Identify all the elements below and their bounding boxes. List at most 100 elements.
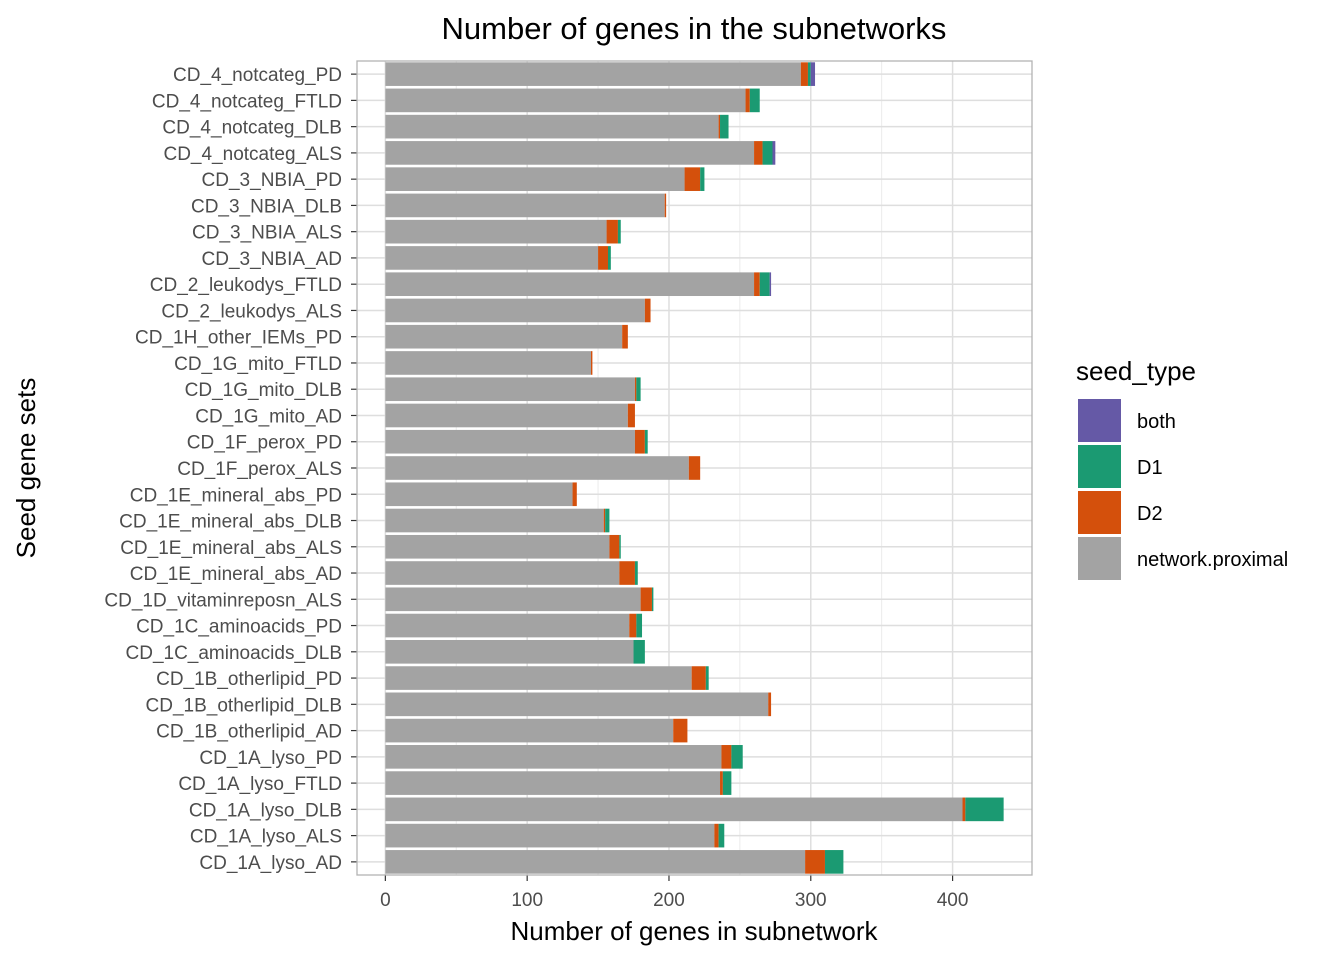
y-tick-label: CD_1A_lyso_PD (199, 748, 342, 769)
bar-segment-network-proximal (385, 351, 591, 375)
y-tick-label: CD_1G_mito_DLB (185, 380, 342, 401)
bar-segment-D1 (718, 823, 725, 848)
bar-segment-network-proximal (385, 141, 755, 165)
bar-segment-D2 (688, 456, 701, 480)
bar-segment-D1 (731, 745, 743, 769)
bar-segment-network-proximal (385, 613, 630, 638)
bar-segment-network-proximal (385, 298, 645, 323)
bar-segment-network-proximal (385, 272, 755, 297)
bar-segment-network-proximal (385, 797, 963, 822)
bar-segment-D2 (673, 718, 688, 743)
x-tick-label: 200 (653, 890, 685, 911)
bar-segment-D2 (754, 272, 760, 297)
plot-panel (351, 60, 1033, 881)
bar-segment-D1 (617, 219, 621, 244)
bar-segment-D1 (633, 639, 645, 664)
bar-segment-network-proximal (385, 219, 607, 244)
bar-segment-both (772, 141, 776, 165)
bar-segment-network-proximal (385, 850, 806, 874)
bar-segment-D1 (607, 246, 611, 270)
bar-segment-D1 (705, 666, 709, 690)
y-tick-label: CD_3_NBIA_AD (202, 249, 342, 270)
bar-segment-D1 (636, 613, 643, 638)
y-tick-label: CD_3_NBIA_PD (202, 170, 342, 191)
y-tick-label: CD_1F_perox_PD (187, 433, 342, 454)
bar-segment-D2 (684, 167, 701, 191)
bar-segment-network-proximal (385, 508, 604, 533)
bar-segment-network-proximal (385, 666, 692, 690)
y-axis-tick-labels: CD_4_notcateg_PD CD_4_notcateg_FTLD CD_4_n… (104, 65, 342, 874)
bar-segment-D2 (754, 141, 763, 165)
bar-segment-network-proximal (385, 534, 610, 559)
bar-segment-network-proximal (385, 823, 715, 848)
bar-segment-D1 (644, 429, 648, 454)
y-tick-label: CD_1E_mineral_abs_AD (130, 564, 342, 585)
legend-swatch (1078, 399, 1121, 442)
y-tick-label: CD_4_notcateg_DLB (162, 118, 342, 139)
panel-border (356, 60, 1033, 876)
bar-segment-network-proximal (385, 246, 599, 270)
bar-segment-D2 (619, 561, 635, 585)
legend-label: D2 (1137, 503, 1163, 525)
y-tick-label: CD_1B_otherlipid_PD (156, 669, 342, 690)
y-tick-label: CD_1F_perox_ALS (177, 459, 342, 480)
x-tick-label: 300 (795, 890, 827, 911)
bar-segment-D2 (691, 666, 706, 690)
x-tick-label: 400 (937, 890, 969, 911)
bar-segment-both (810, 62, 816, 86)
bar-segment-network-proximal (385, 88, 746, 113)
y-tick-label: CD_1D_vitaminreposn_ALS (104, 590, 342, 611)
bar-segment-network-proximal (385, 114, 719, 139)
bar-segment-D2 (644, 298, 651, 323)
bar-segment-D2 (606, 219, 618, 244)
bar-segment-D2 (718, 114, 721, 139)
chart-title: Number of genes in the subnetworks (442, 11, 947, 46)
y-tick-label: CD_1B_otherlipid_DLB (146, 695, 342, 716)
y-tick-label: CD_1E_mineral_abs_DLB (119, 512, 342, 533)
bar-segment-D2 (962, 797, 966, 822)
bar-segment-D2 (721, 745, 732, 769)
bar-segment-D1 (605, 508, 610, 533)
bar-segment-D1 (636, 377, 641, 402)
legend-swatch (1078, 491, 1121, 534)
y-tick-label: CD_2_leukodys_ALS (161, 301, 342, 322)
y-tick-label: CD_4_notcateg_PD (173, 65, 342, 86)
bar-segment-D2 (768, 692, 772, 717)
bar-segment-network-proximal (385, 718, 674, 743)
y-tick-label: CD_1E_mineral_abs_PD (130, 485, 342, 506)
bar-segment-D1 (762, 141, 773, 165)
y-tick-label: CD_1A_lyso_DLB (189, 800, 342, 821)
bar-segment-network-proximal (385, 692, 769, 717)
x-axis-tick-labels: 0 100 200 300 400 (380, 890, 968, 911)
bar-segment-D1 (634, 561, 638, 585)
bar-segment-D2 (634, 377, 637, 402)
bar-segment-network-proximal (385, 482, 573, 507)
bar-segment-network-proximal (385, 403, 628, 428)
bar-segment-D2 (664, 193, 667, 218)
legend: seed_type both D1 D2 network.proximal (1076, 356, 1288, 580)
bar-segment-D1 (720, 114, 729, 139)
bar-segment-D1 (965, 797, 1004, 822)
bar-segment-D2 (720, 771, 723, 795)
bar-segment-D1 (824, 850, 844, 874)
y-tick-label: CD_1G_mito_AD (195, 406, 342, 427)
bar-segment-D2 (805, 850, 825, 874)
bar-segment-network-proximal (385, 561, 620, 585)
bar-segment-both (769, 272, 772, 297)
bar-segment-D2 (598, 246, 608, 270)
bar-segment-network-proximal (385, 745, 722, 769)
bar-segment-network-proximal (385, 193, 665, 218)
y-tick-label: CD_1E_mineral_abs_ALS (120, 538, 342, 559)
bar-segment-D2 (590, 351, 593, 375)
bar-segment-D1 (722, 771, 732, 795)
bar-segment-D1 (759, 272, 770, 297)
y-tick-label: CD_4_notcateg_ALS (163, 144, 342, 165)
y-tick-label: CD_1A_lyso_FTLD (178, 774, 342, 795)
x-axis-title: Number of genes in subnetwork (510, 916, 878, 946)
x-tick-label: 0 (380, 890, 391, 911)
bar-segment-D2 (603, 508, 606, 533)
bar-segment-network-proximal (385, 377, 635, 402)
legend-swatch (1078, 445, 1121, 488)
y-tick-label: CD_3_NBIA_ALS (192, 223, 342, 244)
